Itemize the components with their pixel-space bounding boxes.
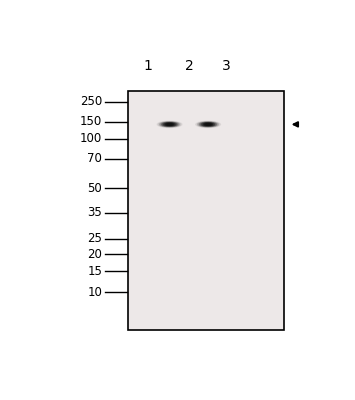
Ellipse shape (203, 123, 213, 126)
Text: 150: 150 (80, 116, 102, 128)
Ellipse shape (200, 122, 217, 126)
Text: 3: 3 (222, 60, 230, 74)
Ellipse shape (159, 122, 180, 127)
Text: 100: 100 (80, 132, 102, 145)
Text: 250: 250 (80, 96, 102, 108)
Ellipse shape (197, 122, 219, 127)
Ellipse shape (161, 122, 178, 126)
Bar (128, 91, 284, 330)
Ellipse shape (165, 123, 175, 126)
Text: 70: 70 (87, 152, 102, 165)
Ellipse shape (157, 121, 182, 128)
Text: 2: 2 (185, 60, 194, 74)
Ellipse shape (163, 123, 176, 126)
Ellipse shape (207, 124, 209, 125)
Ellipse shape (167, 124, 172, 125)
Text: 20: 20 (87, 248, 102, 261)
Ellipse shape (166, 124, 173, 125)
Ellipse shape (168, 124, 171, 125)
Ellipse shape (206, 124, 210, 125)
Text: 15: 15 (87, 265, 102, 278)
Ellipse shape (201, 123, 215, 126)
Text: 25: 25 (87, 232, 102, 246)
Ellipse shape (204, 124, 212, 125)
Text: 10: 10 (87, 286, 102, 299)
Text: 35: 35 (87, 206, 102, 219)
Text: 50: 50 (87, 182, 102, 195)
Ellipse shape (196, 121, 220, 128)
Text: 1: 1 (143, 60, 152, 74)
